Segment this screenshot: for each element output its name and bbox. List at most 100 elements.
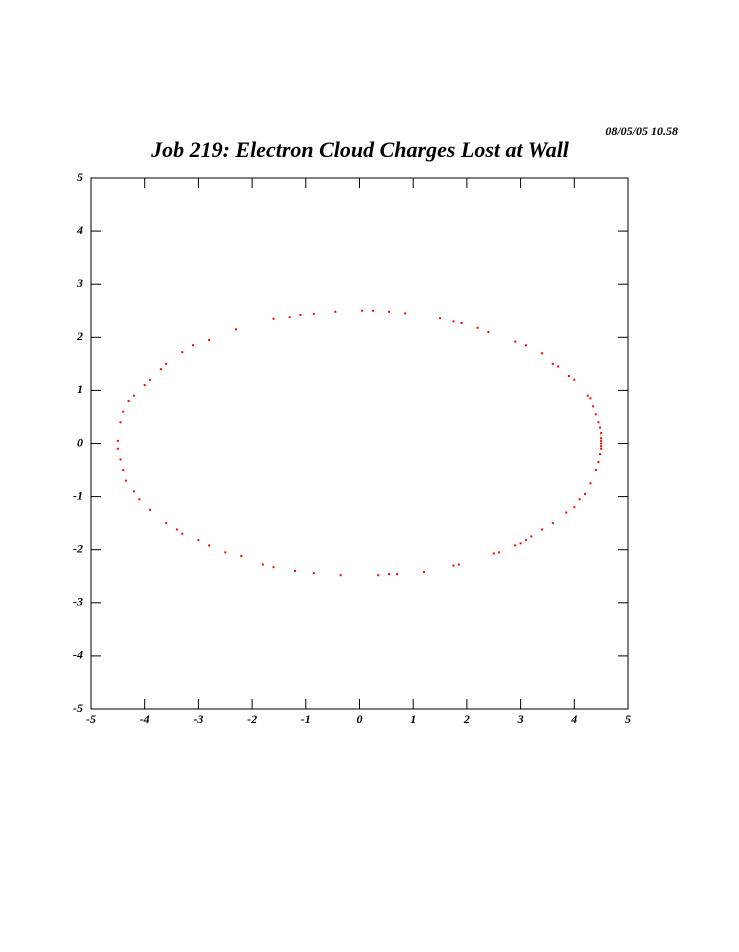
point (388, 310, 391, 313)
point (597, 461, 600, 464)
point (127, 400, 130, 403)
point (175, 528, 178, 531)
point (116, 447, 119, 450)
point (541, 352, 544, 355)
point (439, 317, 442, 320)
point (181, 532, 184, 535)
point (396, 573, 399, 576)
y-tick-label: -5 (73, 701, 83, 715)
point (567, 375, 570, 378)
point (586, 394, 589, 397)
point (261, 563, 264, 566)
point (312, 572, 315, 575)
point (377, 574, 380, 577)
y-tick-label: -4 (73, 648, 83, 662)
point (476, 326, 479, 329)
point (530, 535, 533, 538)
point (116, 439, 119, 442)
point (299, 313, 302, 316)
point (334, 310, 337, 313)
point (388, 573, 391, 576)
x-tick-label: -5 (86, 712, 96, 726)
point (181, 351, 184, 354)
point (149, 508, 152, 511)
point (122, 469, 125, 472)
point (557, 365, 560, 368)
point (594, 413, 597, 416)
point (143, 384, 146, 387)
y-tick-label: 0 (77, 435, 83, 449)
x-tick-label: 4 (570, 712, 577, 726)
point (361, 309, 364, 312)
point (594, 469, 597, 472)
x-tick-label: 2 (463, 712, 470, 726)
y-tick-label: -2 (73, 541, 83, 555)
x-tick-label: -2 (247, 712, 257, 726)
point (452, 564, 455, 567)
point (592, 405, 595, 408)
point (514, 544, 517, 547)
point (524, 344, 527, 347)
x-tick-label: -1 (301, 712, 311, 726)
point (460, 321, 463, 324)
point (600, 447, 603, 450)
point (132, 394, 135, 397)
point (514, 340, 517, 343)
point (208, 338, 211, 341)
point (600, 442, 603, 445)
point (597, 421, 600, 424)
point (492, 552, 495, 555)
point (498, 551, 501, 554)
y-tick-label: 3 (76, 276, 83, 290)
point (524, 539, 527, 542)
point (165, 522, 168, 525)
y-tick-label: -1 (73, 488, 83, 502)
point (457, 563, 460, 566)
plot-frame (90, 177, 629, 710)
y-tick-label: 4 (76, 223, 83, 237)
point (197, 539, 200, 542)
point (519, 542, 522, 545)
x-tick-label: 3 (517, 712, 524, 726)
point (234, 328, 237, 331)
point (312, 312, 315, 315)
point (122, 410, 125, 413)
point (589, 482, 592, 485)
x-tick-label: -3 (193, 712, 203, 726)
y-tick-label: 1 (77, 382, 83, 396)
point (551, 522, 554, 525)
point (600, 439, 603, 442)
point (138, 498, 141, 501)
point (578, 498, 581, 501)
point (452, 320, 455, 323)
point (208, 544, 211, 547)
date-stamp: 08/05/05 10.58 (605, 124, 678, 138)
point (124, 479, 127, 482)
point (573, 378, 576, 381)
point (404, 312, 407, 315)
chart-title: Job 219: Electron Cloud Charges Lost at … (150, 137, 570, 162)
y-tick-label: 5 (77, 170, 83, 184)
point (565, 511, 568, 514)
x-tick-label: 0 (357, 712, 363, 726)
point (339, 574, 342, 577)
point (589, 397, 592, 400)
point (288, 316, 291, 319)
point (192, 344, 195, 347)
point (240, 555, 243, 558)
point (600, 445, 603, 448)
point (159, 368, 162, 371)
point (599, 453, 602, 456)
point (119, 421, 122, 424)
point (422, 571, 425, 574)
point (487, 330, 490, 333)
point (132, 490, 135, 493)
x-tick-label: 5 (625, 712, 631, 726)
y-tick-label: -3 (73, 595, 83, 609)
point (224, 551, 227, 554)
point (600, 431, 603, 434)
point (272, 317, 275, 320)
x-tick-label: 1 (410, 712, 416, 726)
